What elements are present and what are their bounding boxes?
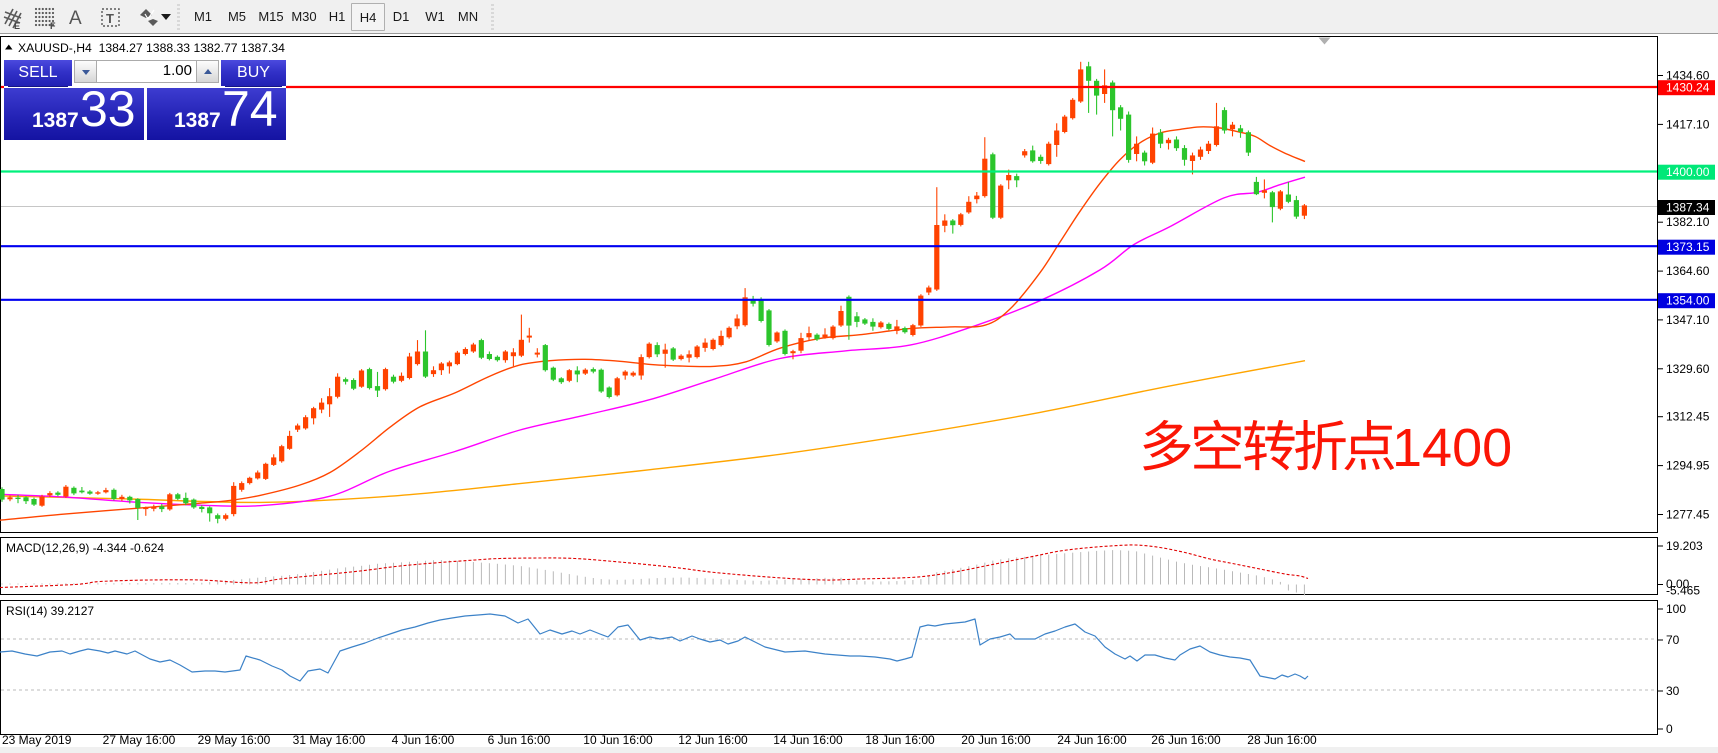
- svg-text:27 May 16:00: 27 May 16:00: [103, 733, 176, 747]
- svg-text:4 Jun 16:00: 4 Jun 16:00: [392, 733, 455, 747]
- svg-text:1347.10: 1347.10: [1666, 313, 1710, 327]
- svg-text:1400.00: 1400.00: [1666, 165, 1710, 179]
- svg-text:29 May 16:00: 29 May 16:00: [198, 733, 271, 747]
- svg-text:XAUUSD-,H4 1384.27 1388.33 13: XAUUSD-,H4 1384.27 1388.33 1382.77 1387.…: [18, 41, 285, 55]
- svg-text:14 Jun 16:00: 14 Jun 16:00: [773, 733, 843, 747]
- svg-text:26 Jun 16:00: 26 Jun 16:00: [1151, 733, 1221, 747]
- svg-text:23 May 2019: 23 May 2019: [2, 733, 72, 747]
- svg-text:1329.60: 1329.60: [1666, 362, 1710, 376]
- svg-text:0: 0: [1666, 722, 1673, 736]
- svg-text:1434.60: 1434.60: [1666, 69, 1710, 83]
- svg-text:70: 70: [1666, 633, 1680, 647]
- svg-text:28 Jun 16:00: 28 Jun 16:00: [1247, 733, 1317, 747]
- svg-text:1400: 1400: [1392, 418, 1512, 478]
- svg-text:1294.95: 1294.95: [1666, 459, 1710, 473]
- svg-text:T: T: [106, 11, 114, 26]
- svg-text:1312.45: 1312.45: [1666, 410, 1710, 424]
- svg-text:10 Jun 16:00: 10 Jun 16:00: [583, 733, 653, 747]
- svg-text:-5.465: -5.465: [1666, 584, 1700, 598]
- svg-text:18 Jun 16:00: 18 Jun 16:00: [865, 733, 935, 747]
- svg-text:1364.60: 1364.60: [1666, 264, 1710, 278]
- svg-text:24 Jun 16:00: 24 Jun 16:00: [1057, 733, 1127, 747]
- svg-text:1387.34: 1387.34: [1666, 201, 1710, 215]
- svg-text:20 Jun 16:00: 20 Jun 16:00: [961, 733, 1031, 747]
- svg-text:100: 100: [1666, 602, 1686, 616]
- svg-text:0.00: 0.00: [1666, 577, 1690, 591]
- svg-text:1382.10: 1382.10: [1666, 215, 1710, 229]
- svg-text:12 Jun 16:00: 12 Jun 16:00: [678, 733, 748, 747]
- svg-text:30: 30: [1666, 684, 1680, 698]
- svg-text:19.203: 19.203: [1666, 539, 1703, 553]
- svg-text:6 Jun 16:00: 6 Jun 16:00: [488, 733, 551, 747]
- svg-text:A: A: [69, 8, 82, 29]
- svg-text:E: E: [14, 21, 20, 31]
- svg-text:1354.00: 1354.00: [1666, 294, 1710, 308]
- svg-text:F: F: [50, 21, 56, 31]
- svg-text:1373.15: 1373.15: [1666, 240, 1710, 254]
- svg-text:RSI(14) 39.2127: RSI(14) 39.2127: [6, 604, 94, 618]
- svg-text:31 May 16:00: 31 May 16:00: [293, 733, 366, 747]
- svg-text:1430.24: 1430.24: [1666, 81, 1710, 95]
- svg-text:1417.10: 1417.10: [1666, 117, 1710, 131]
- svg-text:1277.45: 1277.45: [1666, 508, 1710, 522]
- svg-text:MACD(12,26,9) -4.344 -0.624: MACD(12,26,9) -4.344 -0.624: [6, 541, 164, 555]
